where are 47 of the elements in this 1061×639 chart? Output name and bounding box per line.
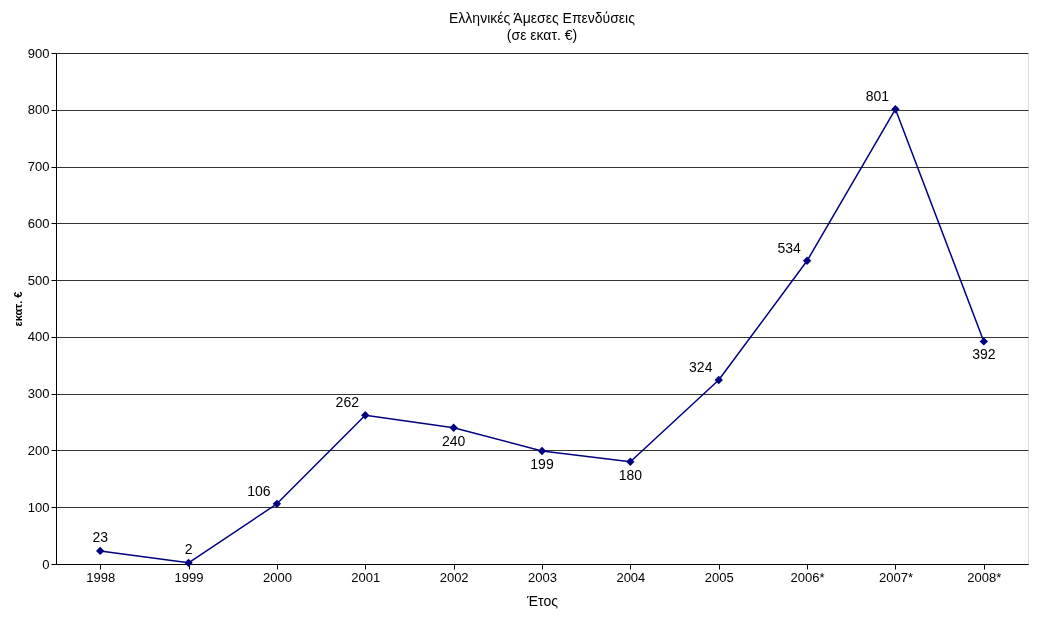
x-tick-label: 1999 <box>174 569 204 585</box>
data-label: 106 <box>247 482 271 499</box>
x-tick-label: 2008* <box>967 569 1002 585</box>
y-tick-label: 900 <box>27 45 50 61</box>
y-axis-title: εκατ. € <box>11 291 24 327</box>
point <box>802 256 812 265</box>
point <box>184 558 193 568</box>
point <box>891 105 900 114</box>
data-label: 199 <box>530 456 554 473</box>
y-tick-label: 600 <box>27 215 50 231</box>
x-tick-label: 2006* <box>790 569 825 585</box>
data-label: 2 <box>184 540 193 557</box>
y-tick-label: 100 <box>27 499 50 515</box>
x-tick-label: 2004 <box>616 569 646 585</box>
point <box>361 411 370 420</box>
x-tick-label: 2005 <box>704 569 734 585</box>
point <box>714 375 723 385</box>
point <box>272 499 282 508</box>
y-tick-label: 700 <box>27 159 50 175</box>
x-tick-label: 2000 <box>262 569 292 585</box>
y-tick-label: 800 <box>27 102 50 118</box>
y-tick-label: 500 <box>27 272 50 288</box>
y-tick-label: 0 <box>42 556 50 572</box>
data-label: 262 <box>335 394 360 411</box>
x-tick-label: 2002 <box>439 569 469 585</box>
point <box>626 457 635 466</box>
data-label: 240 <box>441 432 466 449</box>
x-tick-label: 2001 <box>351 569 381 585</box>
chart-title: Ελληνικές Άμεσες Επενδύσεις <box>449 10 636 26</box>
data-label: 801 <box>865 88 890 105</box>
y-tick-label: 300 <box>27 386 50 402</box>
x-tick-label: 1998 <box>86 569 116 585</box>
data-label: 324 <box>689 359 713 376</box>
point <box>449 423 458 432</box>
y-tick-label: 200 <box>27 442 50 458</box>
data-label: 180 <box>618 466 643 483</box>
point <box>537 446 547 456</box>
data-label: 23 <box>92 528 109 545</box>
point <box>96 546 105 556</box>
y-tick-label: 400 <box>27 329 50 345</box>
x-axis-title: Έτος <box>526 592 559 609</box>
data-label: 392 <box>972 346 996 363</box>
data-label: 534 <box>777 239 801 256</box>
x-tick-label: 2003 <box>528 569 557 585</box>
x-tick-label: 2007* <box>878 569 913 585</box>
chart-subtitle: (σε εκατ. €) <box>506 27 578 43</box>
point <box>979 337 988 346</box>
